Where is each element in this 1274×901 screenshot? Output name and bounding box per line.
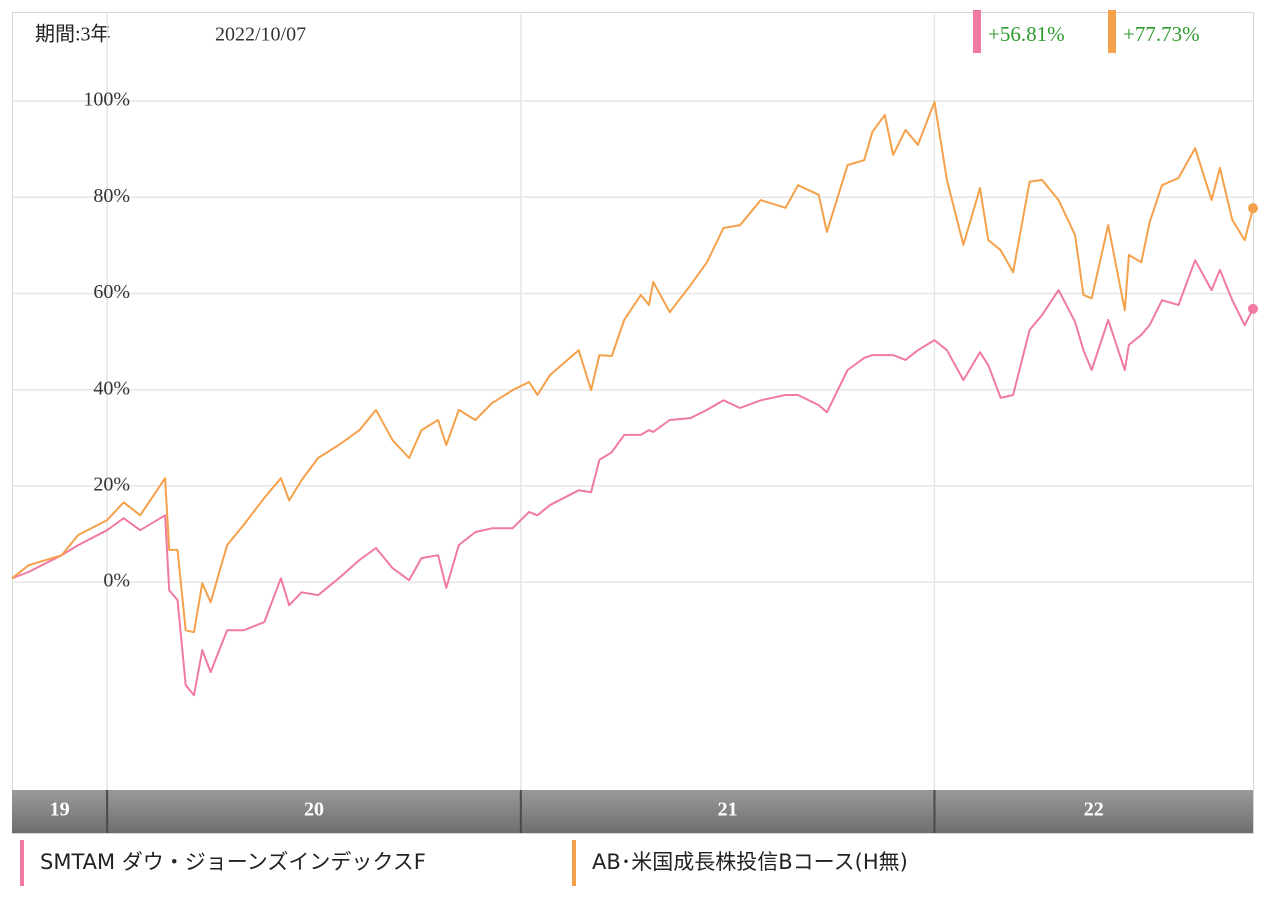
legend-marker — [20, 840, 24, 886]
y-tick-label: 40% — [93, 377, 130, 399]
period-label: 期間:3年 — [35, 23, 111, 46]
x-tick-label: 19 — [50, 799, 70, 821]
x-axis-bar — [12, 790, 1253, 833]
series-line — [11, 259, 1254, 697]
legend-label: SMTAM ダウ・ジョーンズインデックスF — [40, 850, 426, 874]
legend-marker — [572, 840, 576, 886]
end-point — [1248, 303, 1258, 314]
y-tick-label: 0% — [103, 570, 130, 592]
legend-label: AB･米国成長株投信Bコース(H無) — [592, 850, 908, 874]
date-label: 2022/10/07 — [215, 24, 306, 46]
return-marker — [973, 10, 981, 53]
series-line — [11, 101, 1254, 634]
y-tick-label: 20% — [93, 474, 130, 496]
y-tick-label: 80% — [93, 185, 130, 207]
end-point — [1248, 203, 1258, 214]
x-tick-label: 20 — [304, 799, 324, 821]
y-tick-label: 60% — [93, 281, 130, 303]
return-label: +56.81% — [988, 22, 1065, 46]
x-tick-label: 22 — [1084, 799, 1104, 821]
y-tick-label: 100% — [83, 89, 130, 111]
plot — [11, 12, 1258, 790]
return-marker — [1108, 10, 1116, 53]
return-label: +77.73% — [1123, 22, 1200, 46]
chart-border — [12, 12, 1254, 834]
x-tick-label: 21 — [718, 799, 738, 821]
